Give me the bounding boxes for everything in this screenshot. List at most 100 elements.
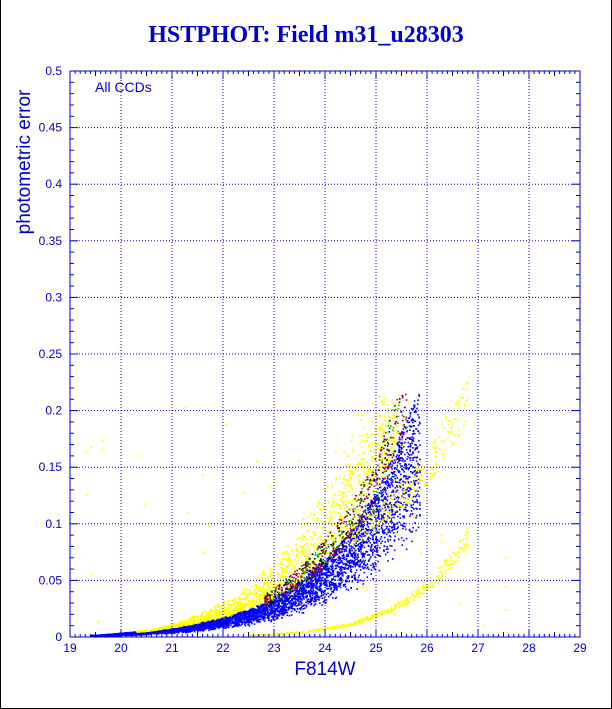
data-point [391, 483, 393, 485]
data-point [303, 604, 305, 606]
data-point [406, 420, 409, 422]
data-point [362, 533, 365, 535]
data-point [316, 591, 318, 594]
data-point [391, 479, 394, 481]
data-point [414, 432, 416, 435]
data-point [311, 594, 314, 597]
data-point [253, 617, 256, 620]
data-point [300, 600, 302, 603]
data-point [338, 556, 341, 559]
data-point [318, 587, 321, 589]
data-point [343, 541, 346, 544]
data-point [252, 611, 254, 614]
data-point [274, 610, 277, 613]
data-point [317, 577, 320, 579]
data-point [293, 592, 296, 595]
data-point [389, 544, 391, 547]
data-point [309, 577, 312, 580]
data-point [274, 597, 277, 599]
data-point [355, 544, 357, 547]
data-point [284, 595, 287, 598]
data-point [167, 630, 170, 633]
data-point [336, 586, 338, 589]
data-point [414, 474, 416, 476]
data-point [382, 519, 385, 521]
data-point [330, 566, 333, 568]
data-point [405, 489, 407, 491]
data-point [404, 466, 406, 469]
data-point [415, 460, 418, 463]
data-point [335, 567, 338, 569]
data-point [393, 471, 396, 473]
data-point [253, 613, 255, 615]
data-point [376, 531, 378, 534]
data-point [397, 526, 399, 528]
data-point [413, 404, 416, 407]
data-point [397, 496, 400, 499]
data-point [378, 508, 381, 511]
data-point [338, 571, 341, 574]
data-point [228, 618, 231, 621]
data-point [345, 555, 348, 557]
data-point [307, 600, 310, 603]
data-point [210, 620, 213, 623]
data-point [352, 537, 355, 540]
data-point [418, 416, 420, 419]
data-point [309, 600, 311, 602]
data-point [291, 607, 293, 610]
data-point [128, 633, 130, 636]
data-point [405, 468, 407, 470]
data-point [305, 592, 308, 594]
data-point [381, 491, 384, 494]
data-point [393, 528, 396, 530]
data-point [415, 475, 418, 477]
data-point [359, 521, 362, 524]
data-point [281, 601, 284, 603]
data-point [316, 578, 319, 581]
data-point [417, 451, 420, 453]
data-point [405, 503, 407, 506]
data-point [417, 462, 419, 465]
data-point [341, 551, 343, 553]
data-point [384, 509, 387, 512]
data-point [212, 621, 215, 623]
data-point [414, 448, 417, 450]
data-point [339, 584, 341, 586]
data-point [351, 539, 353, 542]
data-point [407, 482, 410, 484]
data-point [291, 605, 294, 607]
data-point [312, 591, 314, 593]
data-point [284, 611, 287, 614]
data-point [262, 619, 264, 621]
data-point [410, 531, 412, 533]
data-point [232, 617, 234, 619]
data-point [311, 597, 314, 599]
data-point [408, 445, 411, 448]
data-point [406, 510, 409, 512]
data-point [299, 583, 302, 586]
data-point [327, 560, 330, 562]
data-point [388, 503, 391, 505]
data-point [345, 567, 348, 570]
data-point [390, 481, 392, 484]
data-point [149, 631, 152, 633]
data-point [340, 566, 342, 568]
data-point [398, 538, 400, 541]
data-point [256, 612, 259, 615]
data-point [326, 574, 328, 577]
data-point [413, 420, 416, 422]
data-point [111, 635, 113, 638]
data-point [221, 617, 223, 619]
data-point [194, 627, 196, 630]
data-point [265, 605, 268, 608]
data-point [219, 619, 221, 621]
data-point [396, 511, 398, 513]
data-point [413, 406, 416, 408]
data-point [290, 610, 293, 613]
data-point [307, 591, 309, 594]
data-point [411, 471, 414, 474]
data-point [281, 602, 283, 605]
data-point [410, 488, 413, 490]
data-point [355, 569, 358, 572]
data-point [367, 512, 369, 514]
